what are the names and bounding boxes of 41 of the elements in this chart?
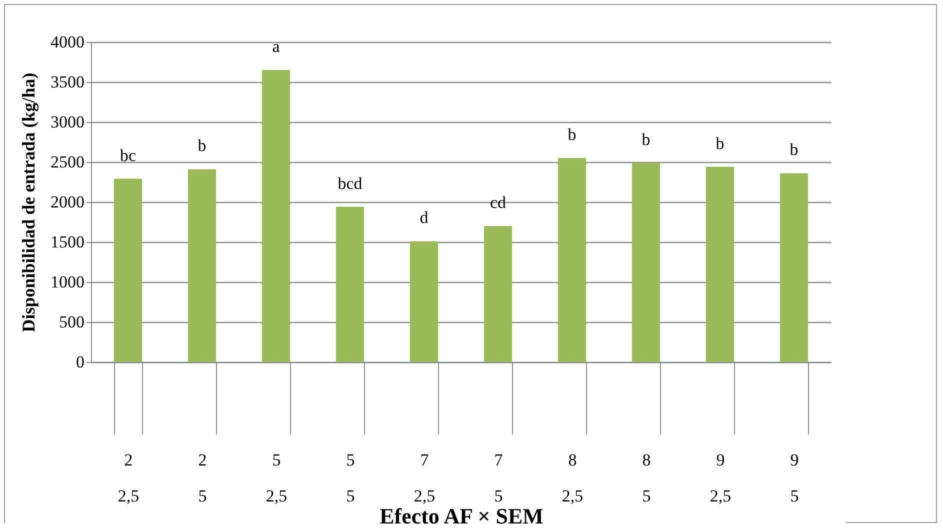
annotation: b bbox=[568, 125, 576, 144]
annotation: d bbox=[420, 208, 429, 228]
bar bbox=[632, 162, 660, 362]
bar bbox=[558, 158, 586, 362]
y-tick-label: 1500 bbox=[50, 232, 84, 252]
bar bbox=[484, 226, 512, 362]
annotation: cd bbox=[490, 193, 507, 212]
x-tick-label: 7 2,5 bbox=[414, 450, 436, 506]
annotation: b bbox=[642, 130, 650, 149]
x-tick-label: 2 2,5 bbox=[118, 450, 140, 506]
y-tick-label: 4000 bbox=[50, 32, 84, 52]
x-tick-label: 5 5 bbox=[346, 450, 355, 506]
x-tick-label: 9 5 bbox=[790, 450, 799, 506]
x-axis-title: Efecto AF × SEM bbox=[380, 504, 544, 528]
bar bbox=[780, 173, 808, 362]
x-tick-label: 5 2,5 bbox=[266, 450, 288, 506]
bar bbox=[410, 241, 438, 362]
annotation: b bbox=[790, 140, 798, 160]
x-tick-label: 8 2,5 bbox=[562, 450, 584, 506]
y-tick-label: 3000 bbox=[50, 112, 84, 132]
y-tick-label: 500 bbox=[59, 312, 84, 332]
annotation: bcd bbox=[338, 174, 363, 193]
bar bbox=[262, 70, 290, 362]
annotation: a bbox=[272, 37, 280, 56]
bar bbox=[336, 206, 364, 362]
x-tick-label: 7 5 bbox=[494, 450, 504, 506]
annotation: bc bbox=[120, 146, 136, 165]
bar bbox=[114, 178, 142, 362]
x-tick-label: 9 2,5 bbox=[710, 450, 732, 506]
y-tick-label: 1000 bbox=[50, 272, 84, 292]
y-axis-title: Disponibilidad de entrada (kg/ha) bbox=[18, 72, 38, 332]
annotation: b bbox=[716, 134, 724, 153]
bar bbox=[706, 166, 734, 362]
annotation: b bbox=[198, 136, 206, 156]
y-tick-label: 2000 bbox=[50, 192, 84, 212]
x-tick-label: 8 5 bbox=[642, 450, 651, 506]
y-tick-label: 2500 bbox=[50, 152, 84, 172]
x-tick-label: 2 5 bbox=[198, 450, 207, 506]
y-tick-label: 0 bbox=[76, 352, 84, 372]
bar bbox=[188, 169, 216, 362]
y-tick-label: 3500 bbox=[50, 72, 84, 92]
